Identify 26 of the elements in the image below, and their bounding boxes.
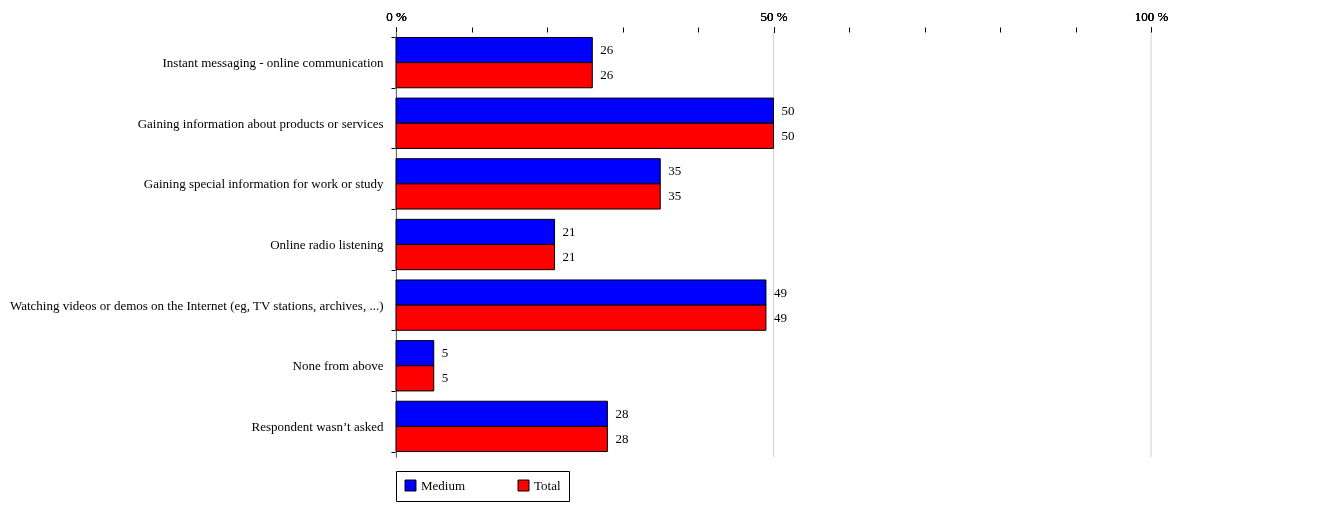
data-label: 28: [615, 405, 629, 421]
data-label: 49: [773, 284, 787, 300]
data-label: 28: [615, 430, 629, 446]
y-tick-label: Watching videos or demos on the Internet (eg, TV stations, archives, ...): [9, 297, 384, 313]
y-tick-label: Respondent wasn’t asked: [251, 418, 384, 434]
x-tick-label: 50 %: [760, 8, 788, 24]
data-label: 50: [781, 102, 795, 118]
data-label: 5: [441, 370, 449, 386]
y-tick-label: Instant messaging - online communication: [162, 55, 384, 71]
y-tick-label: None from above: [292, 358, 384, 374]
data-label: 35: [668, 188, 682, 204]
data-label: 26: [600, 67, 614, 83]
data-label: 50: [781, 127, 795, 143]
y-tick-label: Gaining information about products or services: [137, 115, 384, 131]
data-label: 26: [600, 42, 614, 58]
data-label: 49: [773, 309, 787, 325]
data-label: 21: [562, 223, 576, 239]
x-tick-label: 100 %: [1134, 8, 1169, 24]
legend-label: Total: [534, 477, 561, 493]
x-tick-label: 0 %: [386, 8, 407, 24]
data-label: 5: [441, 345, 449, 361]
y-tick-label: Online radio listening: [270, 237, 384, 252]
data-label: 35: [668, 163, 682, 179]
data-label: 21: [562, 249, 576, 265]
y-tick-label: Gaining special information for work or study: [143, 176, 384, 192]
legend-label: Medium: [421, 477, 466, 493]
